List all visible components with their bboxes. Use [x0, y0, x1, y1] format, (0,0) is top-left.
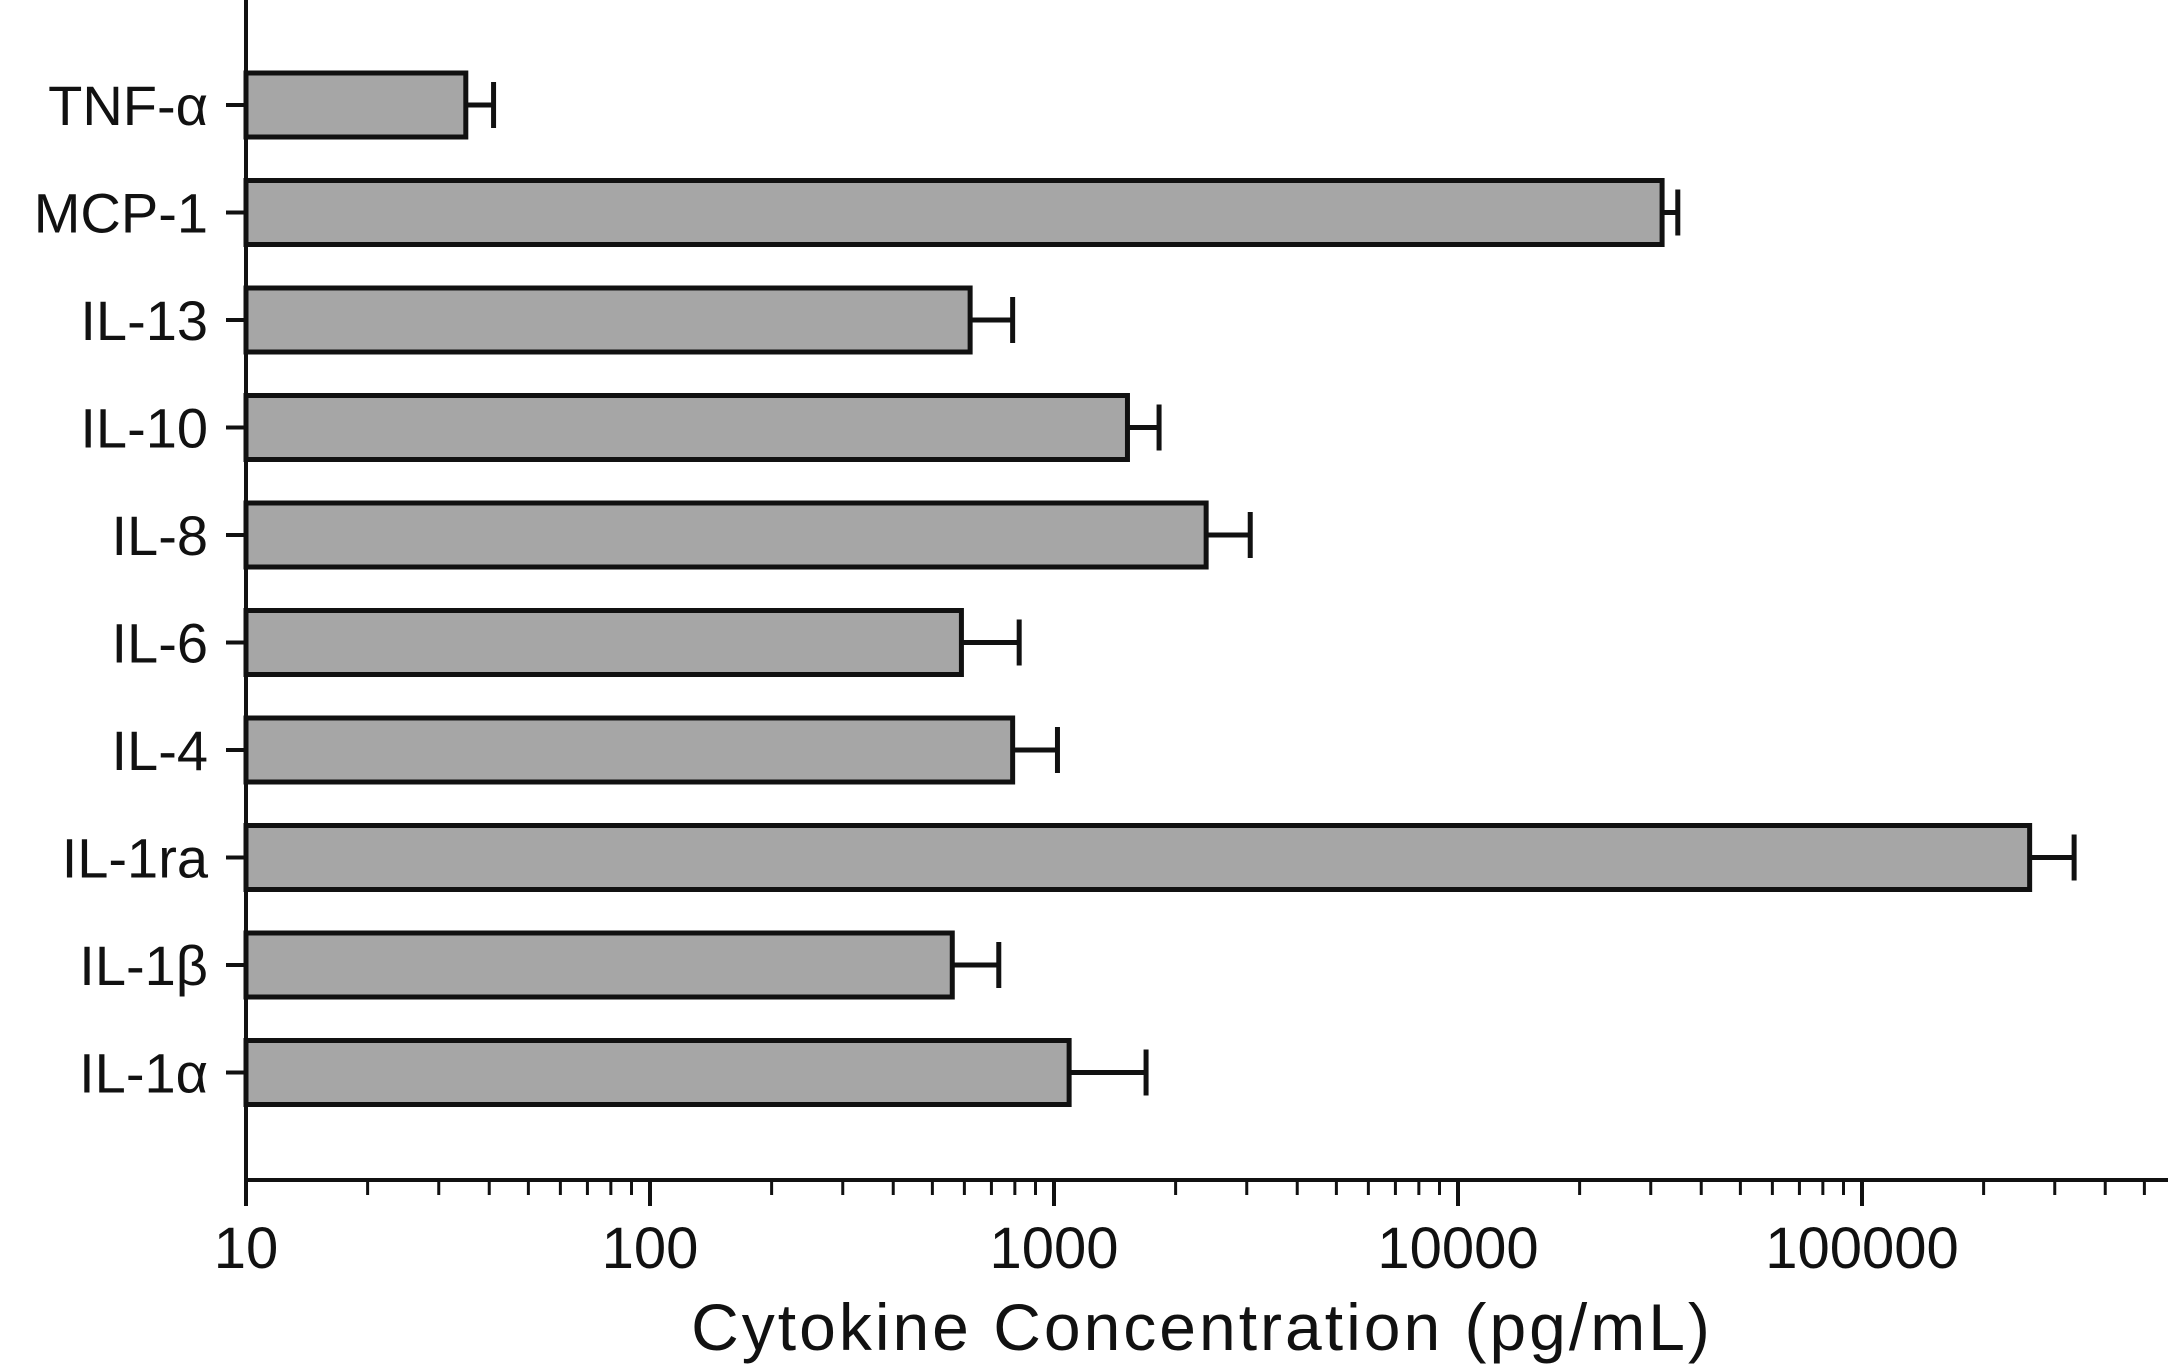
category-label-0: TNF-α [48, 74, 208, 137]
bar-2 [243, 285, 973, 355]
error-bar-0 [465, 82, 497, 128]
bar-6 [243, 715, 1016, 785]
category-label-2: IL-13 [80, 289, 208, 352]
x-tick-label-4: 100000 [1765, 1216, 1959, 1281]
bar-0 [243, 70, 469, 140]
axes-layer [226, 0, 2168, 1206]
category-label-1: MCP-1 [34, 182, 208, 245]
category-label-8: IL-1β [79, 934, 208, 997]
category-label-5: IL-6 [112, 612, 209, 675]
bar-8 [243, 930, 955, 1000]
bar-4 [243, 500, 1209, 570]
labels-layer: TNF-α MCP-1 IL-13 IL-10 IL-8 IL-6 IL-4 IL-1ra IL… [34, 74, 1959, 1281]
x-tick-label-1: 100 [602, 1216, 699, 1281]
x-tick-label-3: 10000 [1377, 1216, 1538, 1281]
x-axis-title: Cytokine Concentration (pg/mL) [691, 1290, 1713, 1364]
bar-9 [243, 1038, 1072, 1107]
category-label-3: IL-10 [80, 397, 208, 460]
error-bar-1 [1662, 189, 1681, 236]
x-tick-label-0: 10 [214, 1216, 279, 1281]
error-bar-4 [1206, 512, 1253, 558]
bar-5 [243, 608, 964, 677]
error-bar-8 [952, 942, 1002, 988]
bar-1 [243, 178, 1665, 247]
category-label-4: IL-8 [112, 504, 209, 567]
error-bar-5 [961, 619, 1022, 666]
error-bar-3 [1127, 404, 1162, 451]
category-label-6: IL-4 [112, 719, 209, 782]
bar-3 [243, 393, 1130, 462]
category-label-9: IL-1α [79, 1042, 208, 1105]
error-bar-6 [1012, 727, 1060, 773]
error-bars-layer [465, 82, 2077, 1096]
bars-layer [243, 70, 2033, 1107]
x-tick-label-2: 1000 [989, 1216, 1118, 1281]
category-label-7: IL-1ra [62, 827, 209, 890]
error-bar-2 [970, 297, 1016, 343]
error-bar-9 [1069, 1049, 1149, 1096]
error-bar-7 [2029, 834, 2077, 881]
bar-7 [243, 823, 2033, 892]
